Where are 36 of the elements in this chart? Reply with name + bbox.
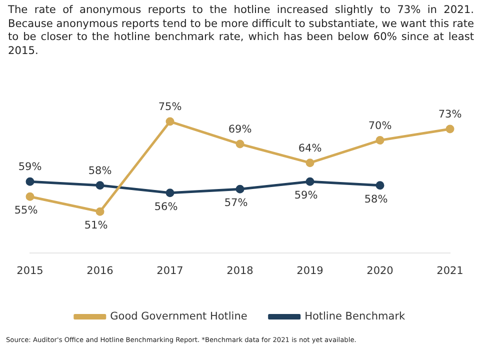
x-tick-label: 2017 — [156, 264, 184, 277]
point — [306, 177, 314, 186]
data-label: 55% — [14, 204, 38, 217]
legend-label: Hotline Benchmark — [304, 310, 406, 322]
point — [376, 181, 384, 190]
point — [376, 136, 384, 145]
point — [446, 124, 454, 134]
data-label: 64% — [298, 142, 322, 154]
x-tick-label: 2016 — [86, 264, 114, 277]
data-label: 69% — [228, 124, 252, 136]
x-tick-label: 2018 — [226, 264, 254, 277]
point — [96, 181, 104, 190]
point — [166, 188, 174, 198]
x-tick-label: 2019 — [296, 264, 324, 277]
point — [26, 192, 34, 201]
point — [166, 117, 174, 126]
point — [236, 140, 244, 148]
data-label: 75% — [158, 101, 182, 114]
point — [26, 177, 34, 186]
point — [96, 207, 104, 216]
data-label: 56% — [154, 200, 178, 213]
data-label: 59% — [18, 161, 42, 174]
data-label: 58% — [364, 193, 388, 206]
legend-label: Good Government Hotline — [110, 310, 248, 322]
x-tick-label: 2015 — [16, 264, 44, 277]
point — [306, 158, 314, 168]
data-label: 57% — [224, 197, 248, 210]
data-label: 70% — [368, 120, 392, 132]
point — [236, 184, 244, 194]
x-tick-label: 2021 — [436, 264, 464, 277]
chart-title: The rate of anonymous reports to the hotline increased slightly to 73% in 2021. Because anonymous reports tend to be more difficult to substantiate, we want this rate to be closer to the hotline benchmark rate, which has been below 60% since at least 2015. — [8, 4, 474, 58]
data-label: 58% — [88, 164, 112, 177]
data-label: 59% — [294, 190, 318, 202]
x-tick-label: 2020 — [366, 264, 394, 277]
data-label: 51% — [84, 220, 108, 232]
data-label: 73% — [438, 108, 462, 121]
